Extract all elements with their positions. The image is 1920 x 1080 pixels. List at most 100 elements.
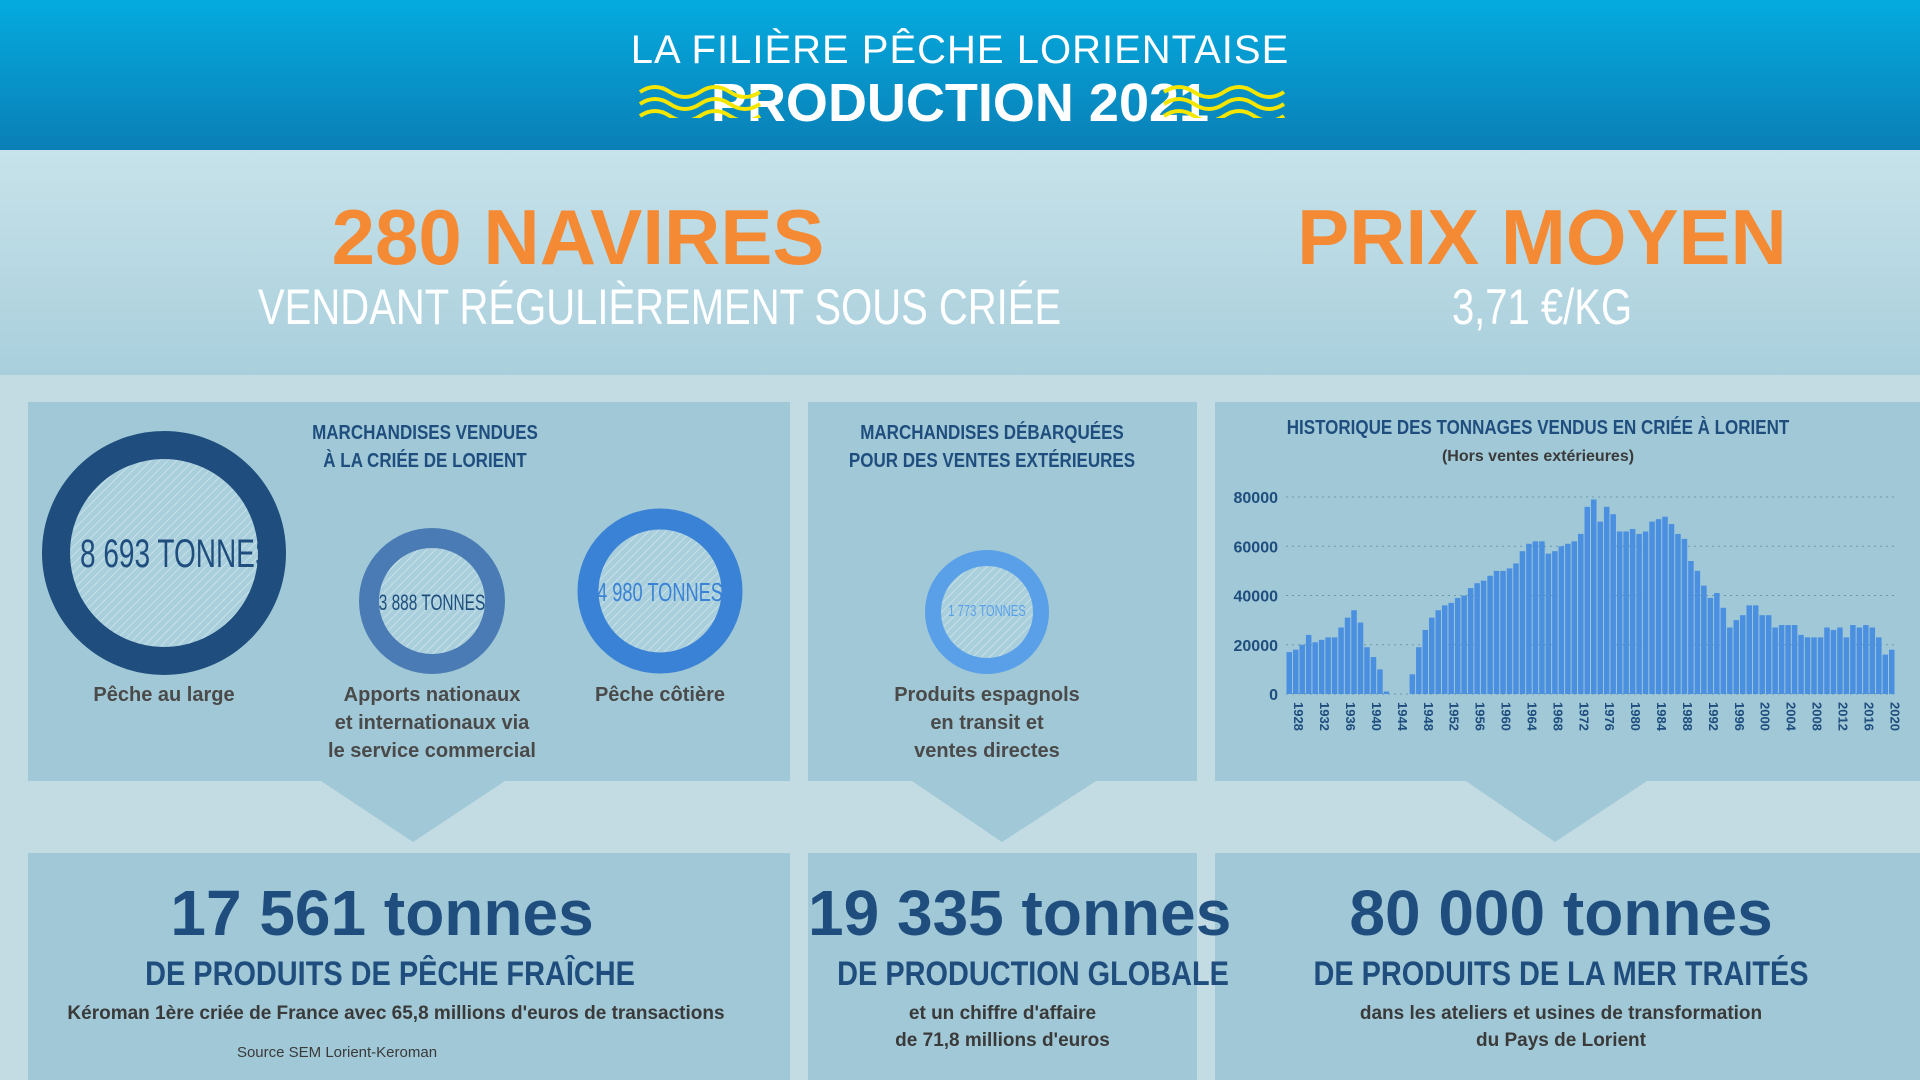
bar bbox=[1701, 585, 1707, 694]
bar bbox=[1416, 647, 1422, 694]
bar bbox=[1597, 521, 1603, 694]
bar bbox=[1351, 610, 1357, 694]
wave-decoration bbox=[638, 85, 762, 118]
bar bbox=[1811, 637, 1817, 694]
bar bbox=[1364, 647, 1370, 694]
total-note: et un chiffre d'affaire de 71,8 millions … bbox=[808, 1000, 1197, 1054]
x-tick-label: 1956 bbox=[1473, 702, 1488, 731]
bar bbox=[1876, 637, 1882, 694]
bar bbox=[1850, 625, 1856, 694]
total-note: dans les ateliers et usines de transform… bbox=[1215, 1000, 1907, 1054]
bar bbox=[1305, 634, 1312, 694]
bar bbox=[1655, 519, 1662, 694]
x-tick-label: 2020 bbox=[1887, 702, 1902, 731]
label-line: et internationaux via bbox=[334, 712, 530, 734]
x-tick-label: 1988 bbox=[1680, 702, 1695, 731]
bar bbox=[1603, 506, 1610, 694]
x-tick-label: 1936 bbox=[1343, 702, 1358, 731]
note-line: Kéroman 1ère criée de France avec 65,8 m… bbox=[67, 1003, 725, 1024]
note-line: du Pays de Lorient bbox=[1476, 1030, 1646, 1051]
x-tick-label: 1948 bbox=[1421, 702, 1436, 731]
bar bbox=[1370, 657, 1377, 694]
bar bbox=[1772, 627, 1778, 694]
bar bbox=[1493, 570, 1500, 694]
bar bbox=[1513, 563, 1519, 694]
bar bbox=[1688, 561, 1694, 694]
total-subtitle: DE PRODUCTION GLOBALE bbox=[837, 955, 1229, 993]
x-tick-label: 1980 bbox=[1628, 702, 1643, 731]
label-line: Apports nationaux bbox=[343, 684, 521, 706]
donut-label: Pêche au large bbox=[44, 681, 284, 709]
label-line: Produits espagnols bbox=[894, 684, 1080, 706]
bar bbox=[1623, 531, 1629, 694]
x-tick-label: 2000 bbox=[1758, 702, 1773, 731]
bar bbox=[1752, 605, 1759, 694]
bar bbox=[1318, 639, 1325, 694]
bar bbox=[1739, 615, 1746, 694]
x-tick-label: 1928 bbox=[1291, 702, 1306, 731]
bar bbox=[1856, 627, 1863, 694]
bar bbox=[1733, 620, 1740, 694]
bar bbox=[1571, 541, 1578, 694]
bar bbox=[1590, 499, 1597, 694]
bar bbox=[1487, 575, 1493, 694]
bar bbox=[1675, 533, 1681, 694]
chart-title: HISTORIQUE DES TONNAGES VENDUS EN CRIÉE … bbox=[1287, 416, 1790, 439]
donut-value: 1 773 TONNES bbox=[948, 603, 1026, 620]
donut-value: 8 693 TONNES bbox=[80, 532, 274, 576]
x-tick-label: 1992 bbox=[1706, 702, 1721, 731]
bar bbox=[1843, 637, 1850, 694]
bar bbox=[1539, 541, 1545, 694]
bar bbox=[1662, 516, 1668, 694]
page-title: LA FILIÈRE PÊCHE LORIENTAISE bbox=[630, 28, 1290, 72]
bar bbox=[1694, 570, 1701, 694]
total-note: Kéroman 1ère criée de France avec 65,8 m… bbox=[28, 1000, 764, 1027]
title-line: MARCHANDISES VENDUES bbox=[312, 422, 538, 444]
x-tick-label: 1976 bbox=[1602, 702, 1617, 731]
bar bbox=[1448, 602, 1454, 694]
x-tick-label: 1944 bbox=[1395, 702, 1410, 732]
donut-value: 4 980 TONNES bbox=[597, 577, 723, 607]
bar bbox=[1681, 538, 1688, 694]
bar bbox=[1312, 642, 1318, 694]
bar bbox=[1804, 637, 1811, 694]
bar bbox=[1824, 627, 1830, 694]
total-value: 17 561 tonnes bbox=[170, 877, 594, 949]
bar bbox=[1610, 514, 1616, 694]
bar bbox=[1435, 610, 1442, 694]
bar bbox=[1480, 580, 1487, 694]
bar bbox=[1668, 524, 1675, 694]
bar bbox=[1331, 637, 1338, 694]
bar bbox=[1532, 541, 1539, 694]
bar bbox=[1299, 644, 1305, 694]
bar bbox=[1552, 551, 1558, 694]
bar bbox=[1791, 625, 1798, 694]
source: Source SEM Lorient-Keroman bbox=[236, 1044, 438, 1061]
bar bbox=[1863, 625, 1869, 694]
bar bbox=[1409, 674, 1416, 694]
panel-title: MARCHANDISES VENDUES À LA CRIÉE DE LORIEN… bbox=[255, 419, 595, 475]
note-line: et un chiffre d'affaire bbox=[908, 1003, 1097, 1024]
bar bbox=[1545, 553, 1552, 694]
bar bbox=[1882, 654, 1889, 694]
label-line: Pêche côtière bbox=[594, 684, 726, 706]
x-tick-label: 1940 bbox=[1369, 702, 1384, 731]
x-tick-label: 1972 bbox=[1576, 702, 1591, 731]
bar bbox=[1785, 625, 1791, 694]
bar bbox=[1798, 634, 1804, 694]
title-line: POUR DES VENTES EXTÉRIEURES bbox=[848, 450, 1136, 472]
donut-value: 3 888 TONNES bbox=[378, 590, 486, 615]
total-value: 19 335 tonnes bbox=[808, 877, 1232, 949]
bar bbox=[1889, 649, 1895, 694]
bar bbox=[1338, 627, 1344, 694]
bar bbox=[1707, 597, 1714, 694]
highlight-label: 3,71 €/KG bbox=[1451, 279, 1633, 335]
bar bbox=[1506, 568, 1513, 694]
bar bbox=[1565, 543, 1571, 694]
x-tick-label: 2008 bbox=[1810, 702, 1825, 731]
note-line: dans les ateliers et usines de transform… bbox=[1359, 1003, 1763, 1024]
y-tick-label: 40000 bbox=[1234, 589, 1279, 606]
